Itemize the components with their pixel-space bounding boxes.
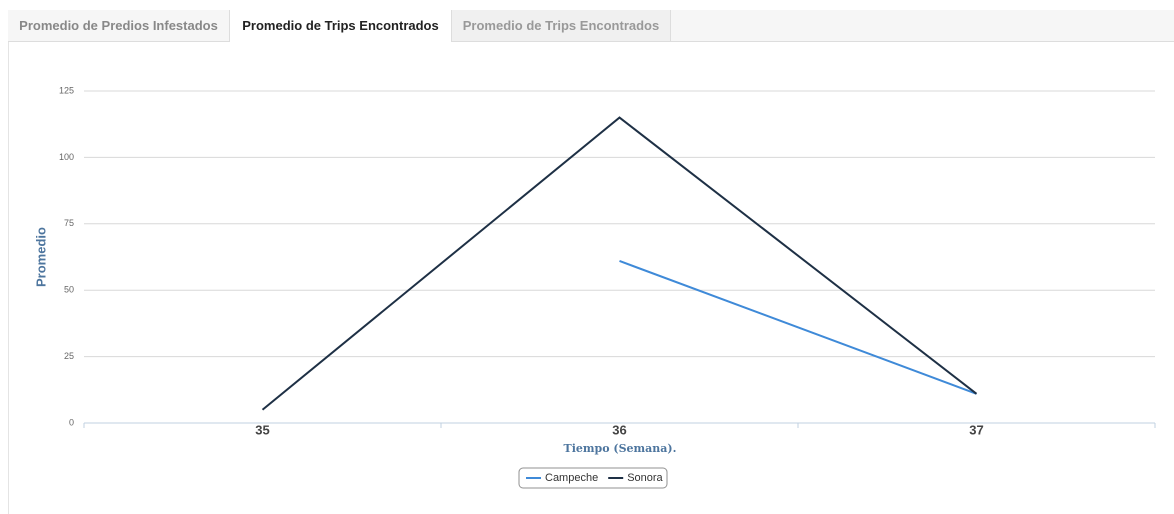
legend-box [518, 467, 668, 489]
y-tick-label: 125 [59, 85, 74, 95]
y-tick-label: 0 [69, 417, 74, 427]
x-axis-title: Tiempo (Semana). [564, 442, 677, 455]
legend-label: Sonora [627, 472, 663, 484]
y-tick-label: 25 [64, 351, 74, 361]
x-tick-label: 37 [969, 422, 983, 437]
series-line [619, 260, 977, 395]
tab-bar: Promedio de Predios Infestados Promedio … [8, 10, 1174, 42]
tab-active[interactable]: Promedio de Trips Encontrados [230, 10, 452, 42]
series-line [261, 116, 978, 411]
tab[interactable]: Promedio de Predios Infestados [8, 10, 230, 41]
legend-label: Campeche [545, 472, 598, 484]
tab[interactable]: Promedio de Trips Encontrados [452, 10, 671, 41]
y-axis-title: Promedio [33, 227, 48, 287]
panel-border [8, 42, 9, 514]
x-tick-label: 35 [255, 422, 269, 437]
y-tick-label: 75 [64, 218, 74, 228]
y-tick-label: 100 [59, 152, 74, 162]
y-tick-label: 50 [64, 285, 74, 295]
x-tick-label: 36 [612, 422, 626, 437]
